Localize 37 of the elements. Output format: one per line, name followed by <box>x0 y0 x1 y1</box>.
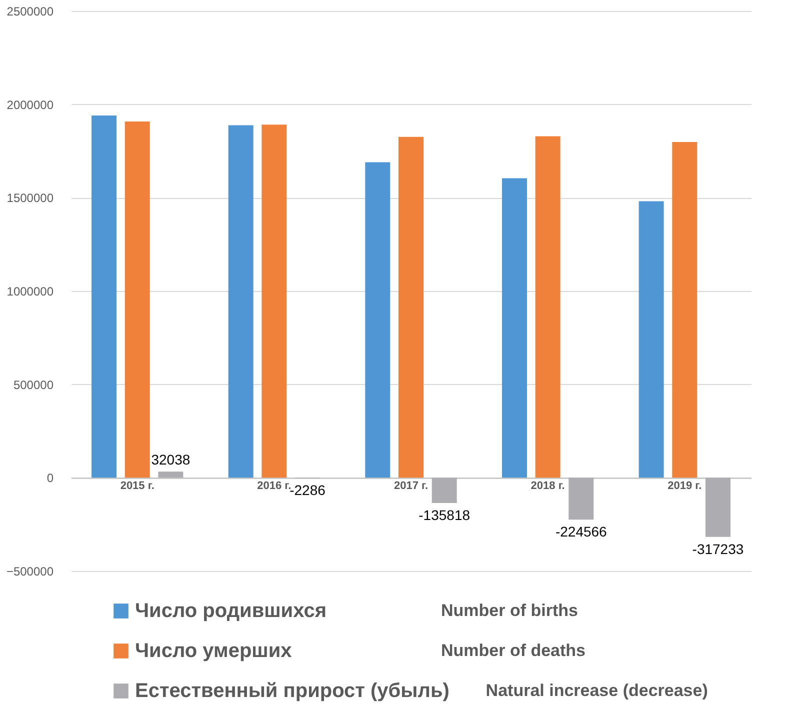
data-label: -317233 <box>692 540 744 557</box>
data-label: -135818 <box>418 507 470 524</box>
x-tick-label: 2017 г. <box>394 480 428 492</box>
y-tick-label: 1500000 <box>6 191 54 206</box>
bar <box>432 478 457 504</box>
text: Natural increase (decrease) <box>486 681 708 700</box>
y-tick-label: −500000 <box>6 564 54 578</box>
bar <box>502 178 527 478</box>
text: Number of deaths <box>441 641 586 660</box>
y-tick-label: 0 <box>46 471 54 486</box>
data-label: 32038 <box>151 452 190 468</box>
bar <box>158 472 184 478</box>
bar <box>638 201 664 478</box>
legend-label: Число умерших <box>135 640 292 662</box>
legend-label: Естественный прирост (убыль) <box>135 680 450 702</box>
x-tick-label: 2019 г. <box>668 480 702 492</box>
bar <box>365 162 390 478</box>
data-label: -224566 <box>555 524 608 540</box>
bar <box>124 122 150 478</box>
y-tick-label: 1000000 <box>6 284 54 298</box>
bar <box>398 136 424 478</box>
text: Number of births <box>441 601 578 620</box>
x-tick-label: 2015 г. <box>120 480 154 492</box>
bar <box>262 124 287 478</box>
bar <box>672 142 698 478</box>
bar <box>705 478 730 537</box>
bar <box>535 136 560 478</box>
bar <box>568 478 594 520</box>
bar <box>228 125 254 478</box>
data-label: -2286 <box>290 482 326 498</box>
y-tick-label: 500000 <box>13 378 54 392</box>
x-tick-label: 2016 г. <box>257 480 292 492</box>
y-tick-label: 2500000 <box>6 4 54 18</box>
legend-label: Число родившихся <box>135 600 327 622</box>
bar <box>92 116 117 478</box>
y-tick-label: 2000000 <box>6 98 54 112</box>
x-tick-label: 2018 г. <box>530 480 565 492</box>
